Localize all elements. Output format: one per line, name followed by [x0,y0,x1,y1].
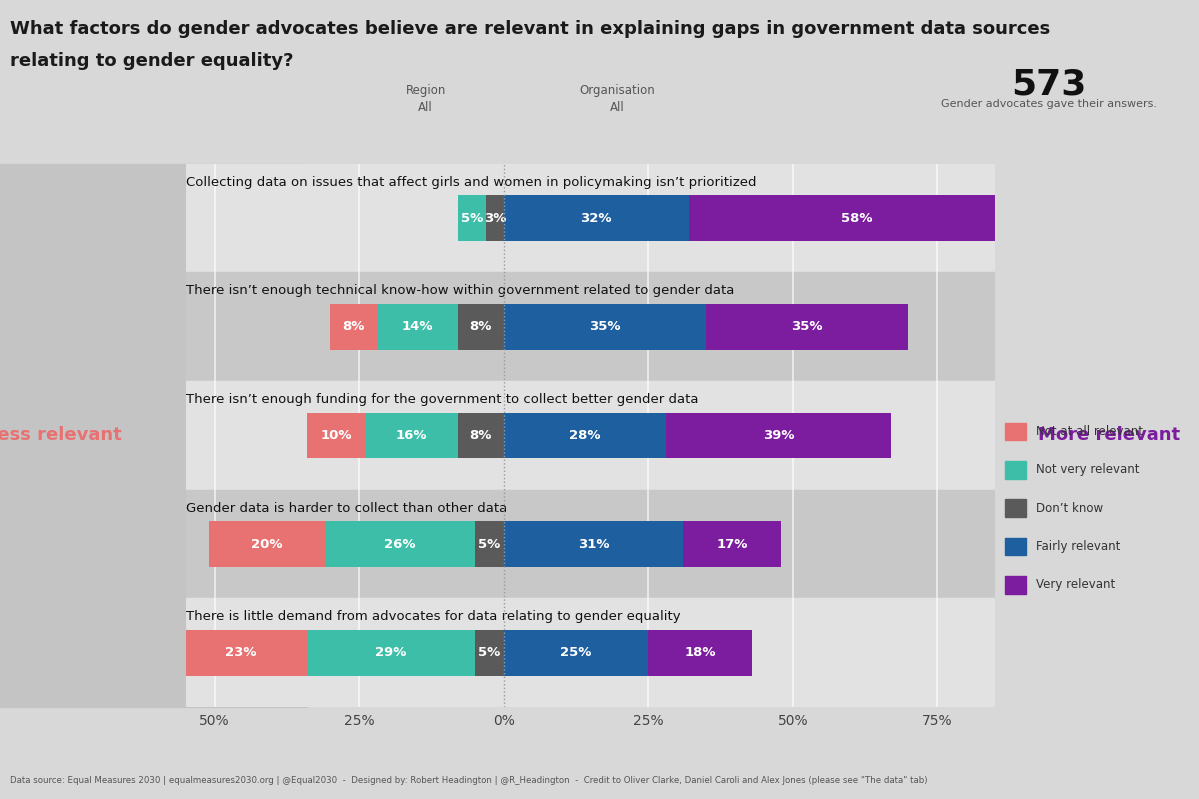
Text: All: All [610,101,625,114]
Text: 28%: 28% [570,429,601,442]
Text: 8%: 8% [470,429,492,442]
Bar [475,630,504,676]
Text: There is little demand from advocates for data relating to gender equality: There is little demand from advocates fo… [186,610,681,623]
Text: 8%: 8% [470,320,492,333]
Bar [186,164,995,272]
Text: All: All [418,101,433,114]
Text: 32%: 32% [580,212,611,225]
Text: 58%: 58% [840,212,872,225]
Bar [331,304,376,350]
Text: 5%: 5% [478,646,500,659]
Text: More relevant: More relevant [1038,427,1180,444]
Text: Fairly relevant: Fairly relevant [1036,540,1120,553]
Text: 31%: 31% [578,538,609,551]
Text: 16%: 16% [396,429,427,442]
Text: 25%: 25% [560,646,592,659]
Bar [504,521,683,567]
Bar [665,412,891,459]
Text: 17%: 17% [717,538,748,551]
Text: 35%: 35% [791,320,823,333]
Bar [186,598,995,707]
Text: 18%: 18% [685,646,716,659]
Bar [504,304,706,350]
Text: Organisation: Organisation [579,84,656,97]
Bar [186,381,995,490]
Text: relating to gender equality?: relating to gender equality? [10,52,293,70]
Text: 5%: 5% [460,212,483,225]
Text: Less relevant: Less relevant [0,427,122,444]
Text: 10%: 10% [320,429,351,442]
Bar [683,521,782,567]
Text: 3%: 3% [484,212,506,225]
Text: 8%: 8% [342,320,364,333]
Text: There isn’t enough technical know-how within government related to gender data: There isn’t enough technical know-how wi… [186,284,734,297]
Text: Gender data is harder to collect than other data: Gender data is harder to collect than ot… [186,502,507,515]
Text: 23%: 23% [225,646,257,659]
Text: Don’t know: Don’t know [1036,502,1103,515]
Bar [504,412,665,459]
Bar [649,630,753,676]
Text: 5%: 5% [478,538,500,551]
Text: Very relevant: Very relevant [1036,578,1115,591]
Text: Gender advocates gave their answers.: Gender advocates gave their answers. [941,99,1157,109]
Bar [307,412,364,459]
Bar [209,521,325,567]
Bar [376,304,458,350]
Bar [458,195,487,241]
Text: 14%: 14% [402,320,433,333]
Text: Collecting data on issues that affect girls and women in policymaking isn’t prio: Collecting data on issues that affect gi… [186,176,757,189]
Text: Not at all relevant: Not at all relevant [1036,425,1143,438]
Bar [307,630,475,676]
Bar [325,521,475,567]
Text: 20%: 20% [251,538,283,551]
Bar [706,304,909,350]
Bar [504,630,649,676]
Text: 26%: 26% [384,538,416,551]
Text: 573: 573 [1012,68,1086,102]
Bar [688,195,1024,241]
Text: Data source: Equal Measures 2030 | equalmeasures2030.org | @Equal2030  -  Design: Data source: Equal Measures 2030 | equal… [10,776,927,785]
Text: 35%: 35% [589,320,621,333]
Text: There isn’t enough funding for the government to collect better gender data: There isn’t enough funding for the gover… [186,393,698,406]
Bar [186,490,995,598]
Bar [458,304,504,350]
Bar [364,412,458,459]
Bar [458,412,504,459]
Text: What factors do gender advocates believe are relevant in explaining gaps in gove: What factors do gender advocates believe… [10,20,1050,38]
Bar [186,272,995,381]
Text: Region: Region [405,84,446,97]
Bar [504,195,688,241]
Bar [174,630,307,676]
Bar [475,521,504,567]
Bar [487,195,504,241]
Text: 39%: 39% [763,429,794,442]
Text: Not very relevant: Not very relevant [1036,463,1139,476]
Text: 29%: 29% [375,646,406,659]
